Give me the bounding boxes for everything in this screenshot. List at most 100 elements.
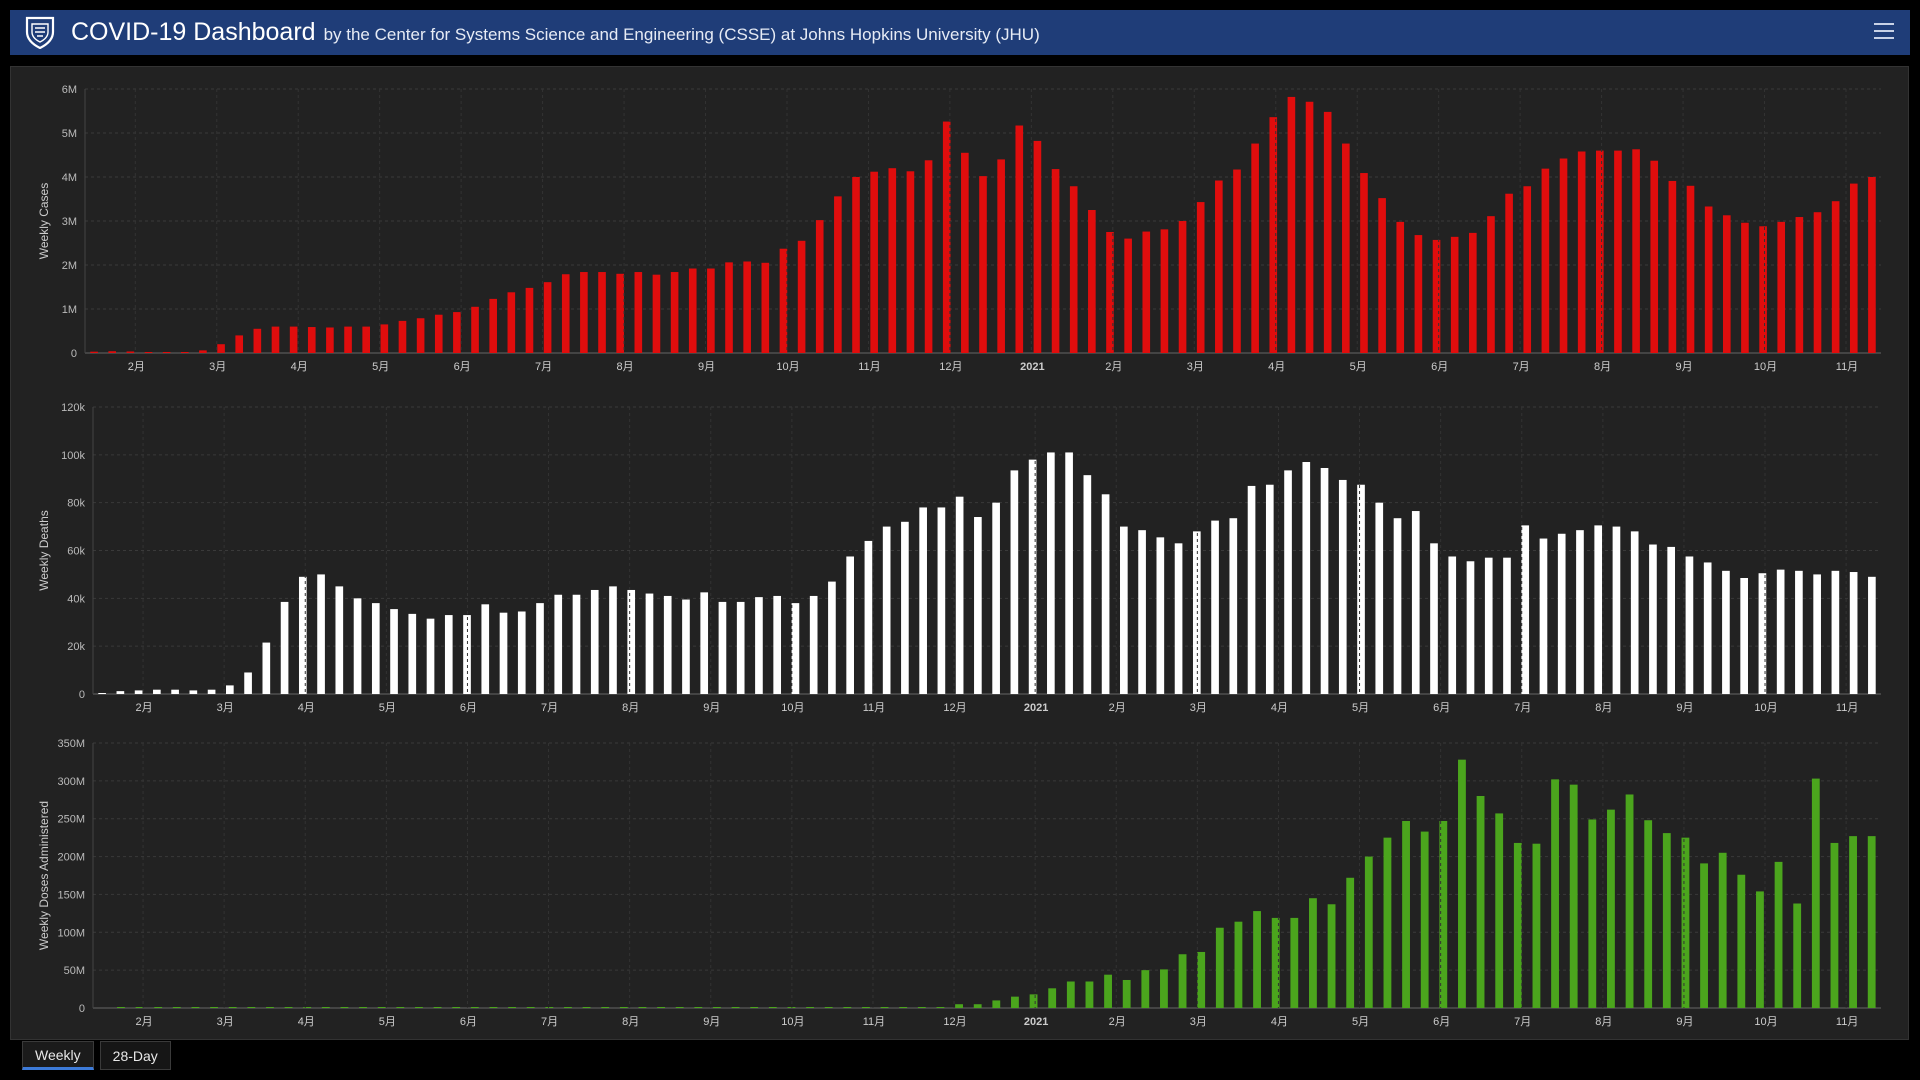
y-tick-label: 0 (79, 1003, 85, 1015)
bar-week-70 (1342, 143, 1350, 353)
bar-week-64 (1233, 169, 1241, 353)
bar-week-87 (1650, 160, 1659, 353)
bar-week-44 (870, 171, 878, 353)
bar-week-64 (1271, 917, 1280, 1008)
bar-week-90 (1704, 206, 1713, 353)
hamburger-menu-icon[interactable] (1874, 23, 1894, 41)
bar-week-91 (1740, 578, 1748, 694)
bar-week-94 (1830, 842, 1839, 1008)
bar-week-60 (1174, 543, 1183, 694)
tab-weekly[interactable]: Weekly (22, 1041, 94, 1070)
bar-week-15 (353, 598, 362, 694)
bar-week-10 (262, 642, 271, 694)
bar-week-92 (1793, 903, 1802, 1008)
x-tick-label: 5月 (379, 702, 396, 714)
bar-week-83 (1625, 794, 1634, 1008)
bar-week-54 (1065, 452, 1073, 694)
bar-week-11 (284, 1007, 293, 1008)
x-tick-label: 9月 (1676, 1016, 1693, 1028)
x-tick-label: 8月 (616, 361, 633, 373)
x-tick-label: 11月 (863, 1016, 885, 1028)
bar-week-23 (489, 298, 497, 353)
bar-week-17 (396, 1007, 405, 1008)
bar-week-70 (1357, 484, 1365, 694)
bar-week-67 (1302, 462, 1311, 694)
bar-week-74 (1430, 543, 1438, 694)
bar-week-35 (718, 601, 727, 694)
y-tick-label: 40k (67, 593, 85, 605)
y-tick-label: 250M (57, 814, 85, 826)
x-tick-label: 6月 (1433, 1016, 1450, 1028)
bar-week-46 (906, 171, 915, 353)
bar-week-50 (979, 176, 987, 353)
bar-week-86 (1632, 149, 1640, 353)
x-tick-label: 2月 (1109, 702, 1126, 714)
x-tick-label: 6月 (454, 361, 471, 373)
bar-week-48 (942, 121, 951, 353)
x-tick-label: 8月 (622, 1016, 639, 1028)
bar-week-94 (1795, 570, 1803, 694)
x-tick-label: 3月 (1190, 1016, 1207, 1028)
bar-week-12 (303, 1007, 312, 1008)
bar-week-5 (162, 352, 171, 353)
x-tick-label: 12月 (943, 1016, 966, 1028)
bar-week-22 (481, 604, 490, 694)
bar-week-30 (638, 1007, 647, 1008)
bar-week-13 (307, 327, 316, 353)
bar-week-40 (824, 1007, 833, 1008)
bar-week-43 (852, 177, 860, 353)
bar-week-7 (207, 689, 216, 694)
x-tick-label: 10月 (1754, 361, 1777, 373)
bar-week-59 (1178, 954, 1187, 1008)
bar-week-77 (1513, 842, 1522, 1008)
bar-week-65 (1251, 143, 1259, 353)
bar-week-96 (1867, 836, 1876, 1008)
bar-week-1 (98, 693, 106, 694)
bar-week-54 (1051, 169, 1060, 353)
bar-week-45 (901, 521, 909, 694)
bar-week-18 (408, 613, 417, 694)
bar-week-30 (627, 589, 636, 694)
bar-week-88 (1685, 556, 1694, 694)
x-tick-label: 10月 (781, 702, 804, 714)
x-tick-label: 3月 (209, 361, 226, 373)
x-tick-label: 11月 (858, 361, 880, 373)
bar-week-60 (1160, 229, 1169, 353)
bar-week-95 (1795, 217, 1804, 353)
x-tick-label: 4月 (298, 702, 315, 714)
x-tick-label: 4月 (1271, 1016, 1288, 1028)
bar-week-9 (247, 1007, 256, 1008)
bar-week-29 (619, 1007, 628, 1008)
bar-week-16 (377, 1007, 386, 1008)
bar-week-49 (961, 152, 969, 353)
bar-week-93 (1811, 778, 1820, 1008)
bar-week-76 (1466, 561, 1475, 694)
bar-week-63 (1229, 518, 1238, 694)
x-tick-label: 3月 (217, 702, 234, 714)
y-tick-label: 0 (79, 689, 85, 701)
bar-week-63 (1215, 180, 1223, 353)
tab-28-day[interactable]: 28-Day (99, 1041, 171, 1070)
bar-week-48 (955, 496, 964, 694)
bar-week-31 (645, 593, 654, 694)
bar-week-56 (1088, 210, 1096, 353)
bar-week-59 (1156, 537, 1165, 694)
x-tick-label: 7月 (1514, 1016, 1531, 1028)
bar-week-28 (580, 272, 588, 353)
bar-week-4 (153, 689, 161, 694)
bar-week-81 (1588, 819, 1597, 1008)
bar-week-67 (1327, 904, 1336, 1008)
bar-week-6 (180, 352, 189, 353)
x-tick-label: 4月 (298, 1016, 315, 1028)
bar-week-61 (1192, 531, 1201, 694)
bar-week-46 (936, 1007, 945, 1008)
bar-week-88 (1718, 852, 1727, 1008)
y-tick-label: 120k (61, 402, 85, 414)
bar-week-99 (1868, 177, 1876, 353)
bar-week-2 (117, 1007, 125, 1008)
bar-week-22 (471, 306, 479, 353)
bar-week-34 (700, 592, 709, 694)
bar-week-9 (244, 672, 252, 694)
bar-week-32 (652, 274, 661, 353)
bar-week-49 (974, 517, 982, 694)
